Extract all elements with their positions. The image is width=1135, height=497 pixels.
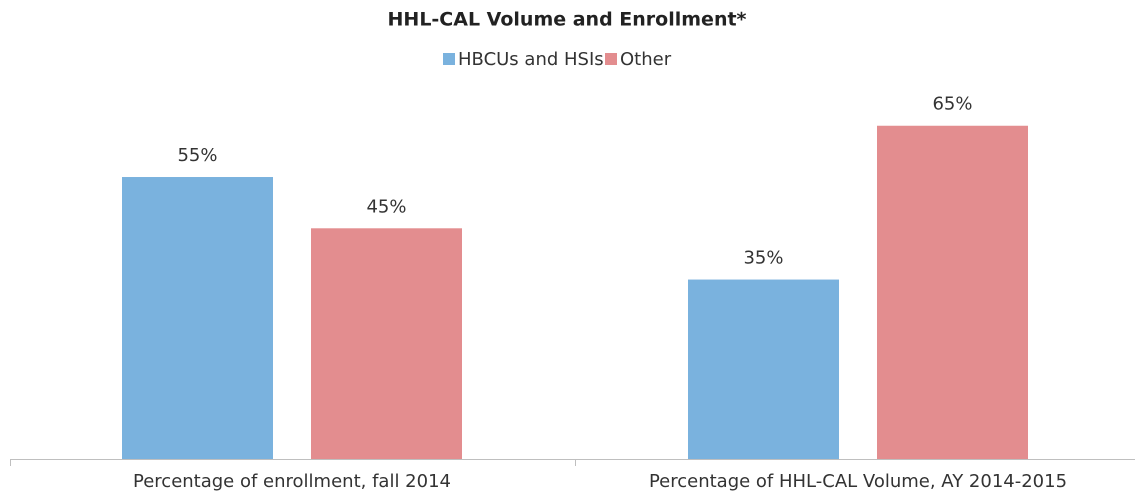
- bar: [122, 177, 273, 459]
- data-label: 65%: [932, 94, 972, 115]
- data-label: 45%: [366, 196, 406, 217]
- legend-swatch: [443, 53, 455, 65]
- bar: [311, 228, 462, 459]
- legend-swatch: [605, 53, 617, 65]
- data-label: 35%: [743, 248, 783, 269]
- legend-label: Other: [620, 49, 672, 70]
- x-tick-label: Percentage of enrollment, fall 2014: [133, 471, 451, 492]
- chart-title: HHL-CAL Volume and Enrollment*: [388, 9, 747, 31]
- legend-label: HBCUs and HSIs: [458, 49, 604, 70]
- bar: [877, 125, 1028, 460]
- bar: [688, 279, 839, 459]
- data-label: 55%: [177, 145, 217, 166]
- x-tick-label: Percentage of HHL-CAL Volume, AY 2014-20…: [649, 471, 1067, 492]
